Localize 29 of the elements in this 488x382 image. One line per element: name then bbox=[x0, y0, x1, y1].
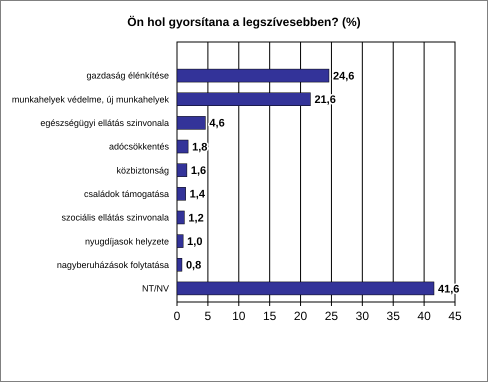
data-label: 24,6 bbox=[332, 70, 354, 82]
y-tick-label: adócsökkentés bbox=[108, 142, 170, 152]
data-label: 4,6 bbox=[209, 118, 225, 130]
x-tick-label: 35 bbox=[386, 309, 400, 323]
data-label: 1,2 bbox=[188, 212, 204, 224]
y-tick-label: gazdaság élénkítése bbox=[86, 70, 169, 81]
y-tick-label: NT/NV bbox=[142, 284, 169, 294]
x-tick-label: 5 bbox=[204, 309, 212, 323]
x-tick-label: 25 bbox=[324, 309, 338, 323]
x-tick-label: 30 bbox=[356, 309, 370, 323]
x-tick-label: 15 bbox=[262, 309, 277, 323]
y-tick-label: szociális ellátás szinvonala bbox=[61, 212, 169, 223]
data-label: 1,6 bbox=[190, 165, 206, 178]
y-tick-label: nyugdíjasok helyzete bbox=[84, 236, 169, 246]
x-tick-label: 10 bbox=[232, 309, 246, 323]
data-label: 1,8 bbox=[192, 141, 208, 154]
x-tick-label: 40 bbox=[417, 309, 432, 323]
x-tick-label: 20 bbox=[294, 309, 308, 323]
y-tick-label: közbiztonság bbox=[116, 165, 169, 176]
data-label: 1,0 bbox=[187, 236, 202, 248]
y-tick-label: nagyberuházások folytatása bbox=[56, 260, 169, 270]
y-tick-label: családok támogatása bbox=[84, 188, 169, 199]
data-label: 0,8 bbox=[186, 260, 202, 272]
x-tick-label: 0 bbox=[174, 309, 181, 323]
chart-title: Ön hol gyorsítana a legszívesebben? (%) bbox=[127, 15, 361, 29]
y-tick-label: munkahelyek védelme, új munkahelyek bbox=[12, 94, 170, 104]
data-label: 1,4 bbox=[190, 188, 206, 201]
y-tick-label: egészségügyi ellátás szinvonala bbox=[40, 118, 169, 128]
x-tick-label: 45 bbox=[448, 309, 462, 323]
